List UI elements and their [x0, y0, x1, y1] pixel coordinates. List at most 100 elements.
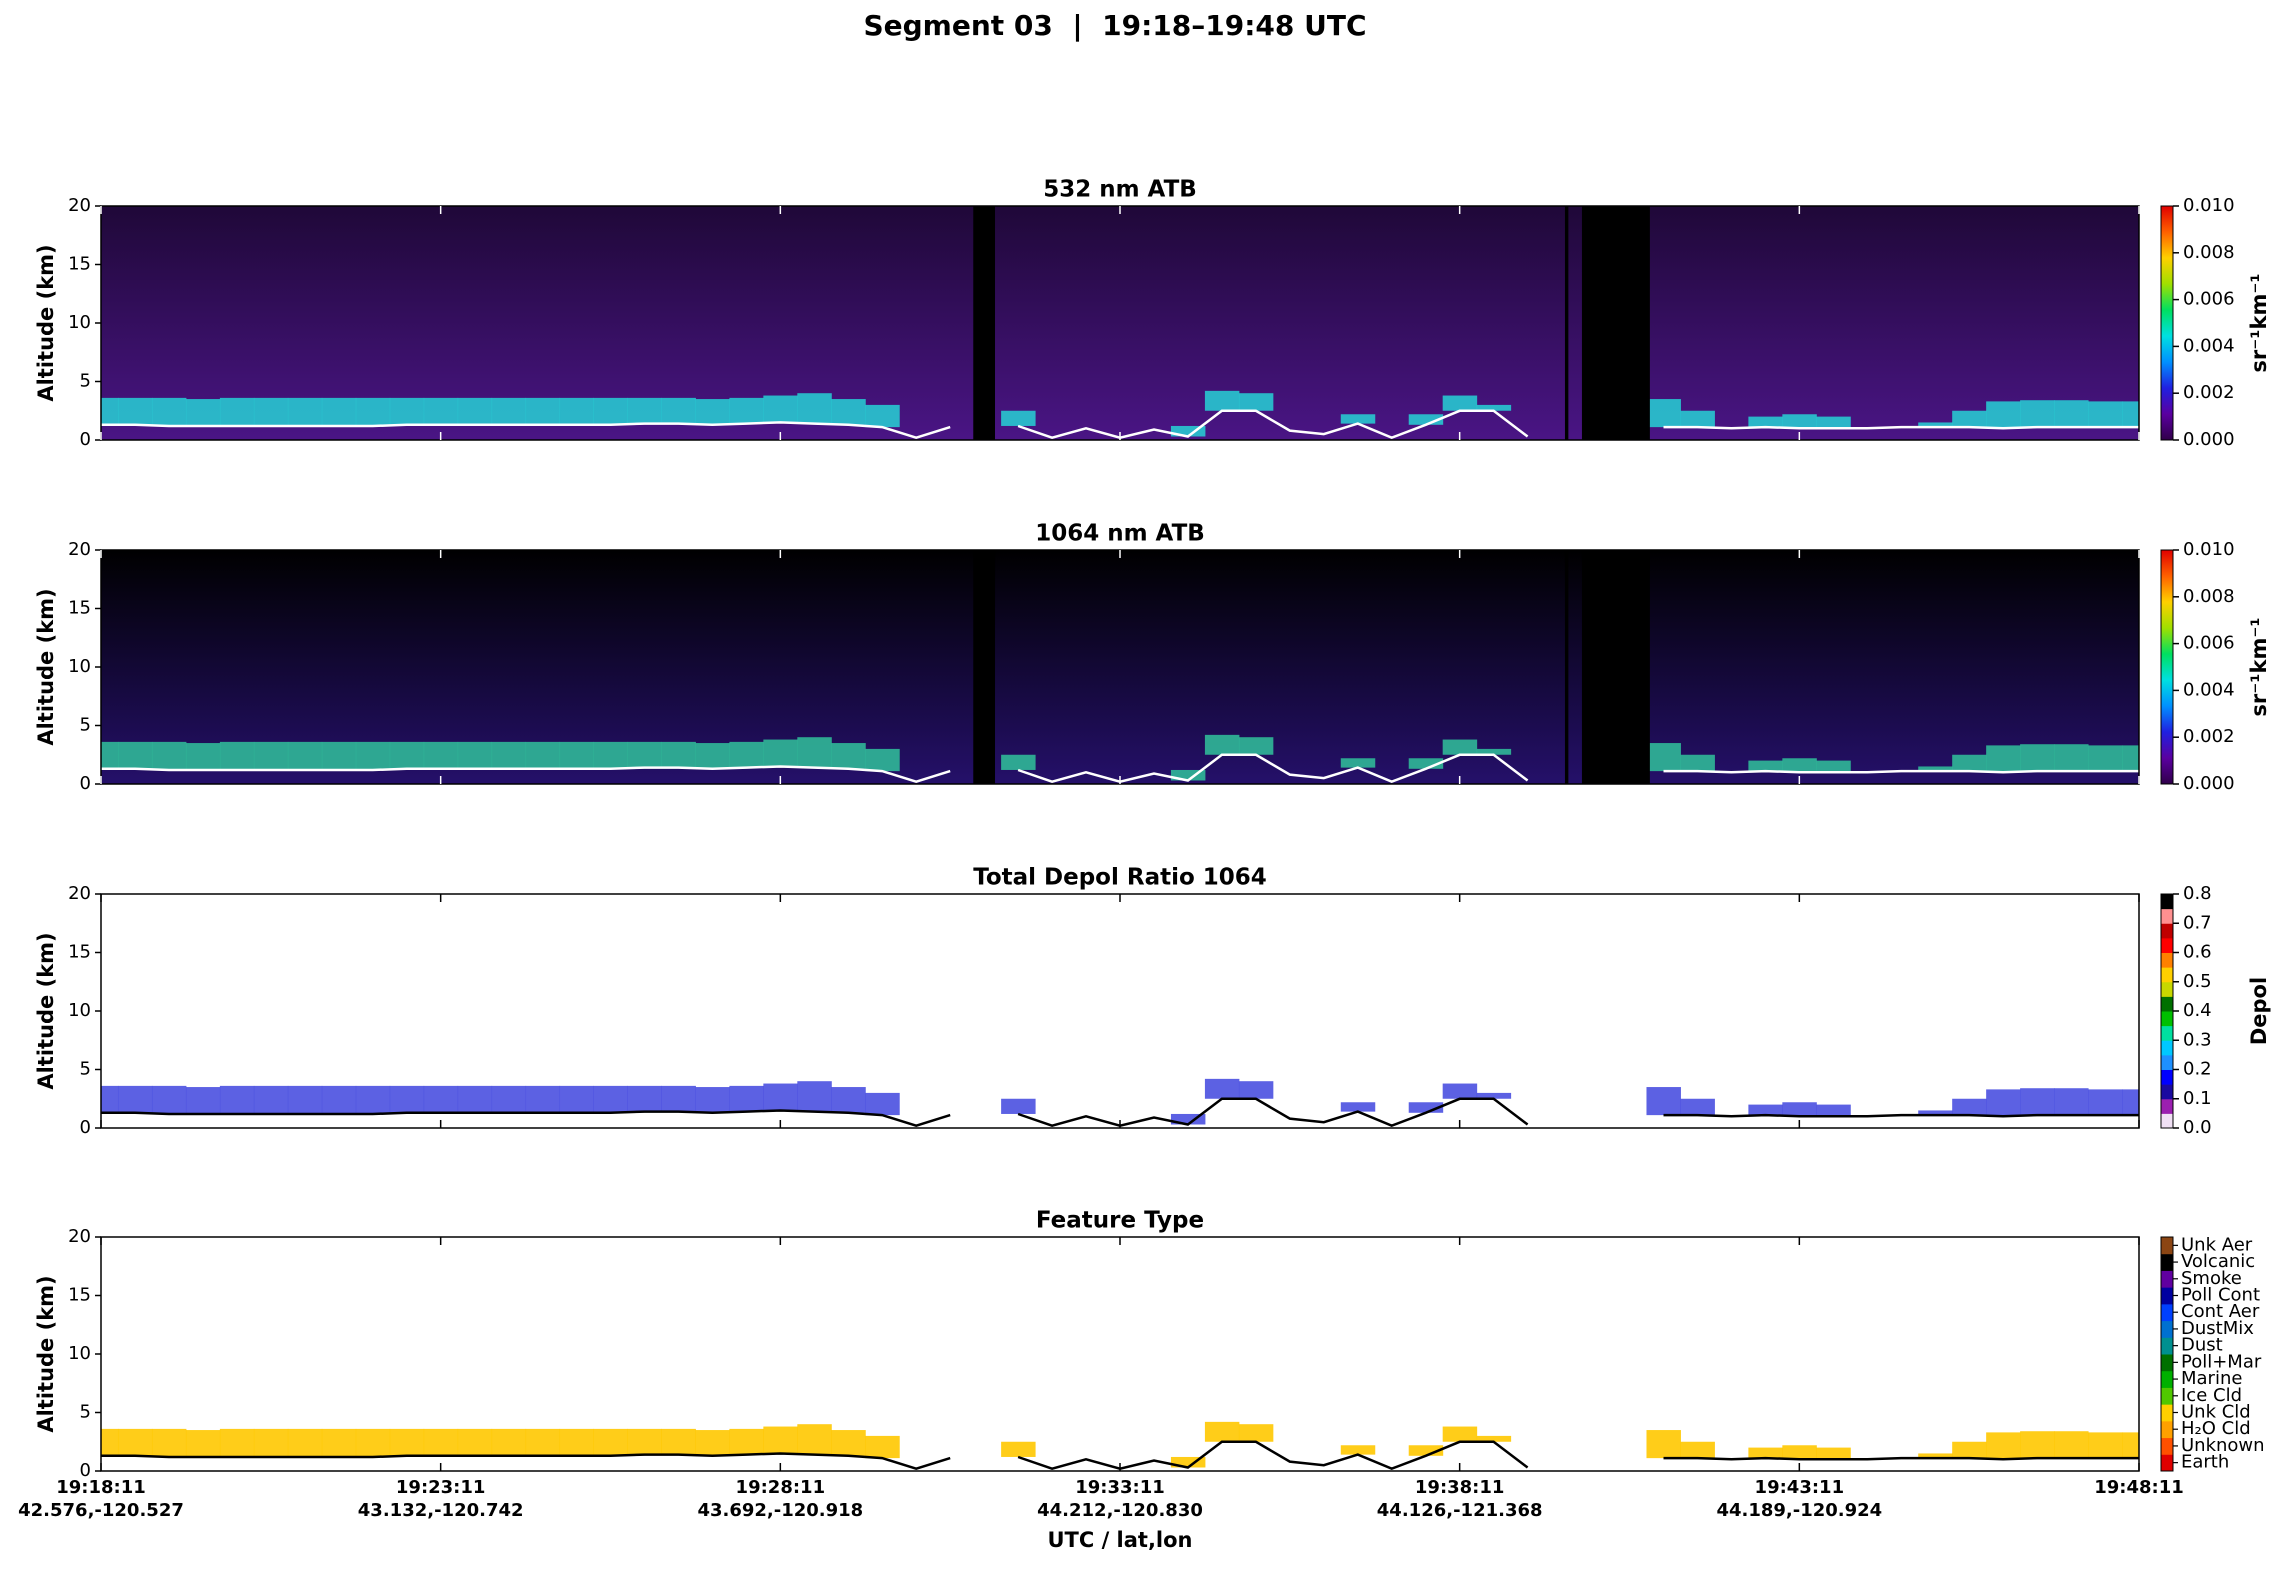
- aerosol-layer: [831, 399, 866, 425]
- aerosol-layer: [797, 1424, 832, 1455]
- x-tick-location: 43.692,-120.918: [697, 1500, 863, 1521]
- colorbar-segment: [2161, 1370, 2173, 1388]
- aerosol-layer: [491, 397, 527, 425]
- colorbar-label: Depol: [2247, 977, 2271, 1045]
- colorbar-segment: [2161, 1404, 2173, 1422]
- aerosol-layer: [101, 741, 119, 769]
- aerosol-layer: [287, 1428, 323, 1457]
- y-tick-label: 15: [68, 254, 91, 275]
- aerosol-layer: [627, 397, 662, 424]
- aerosol-layer: [2122, 1432, 2139, 1459]
- aerosol-layer: [2054, 400, 2089, 428]
- aerosol-layer: [287, 741, 323, 770]
- colorbar-segment: [2161, 1437, 2173, 1455]
- colorbar-tick-label: 0.1: [2183, 1088, 2212, 1109]
- aerosol-layer: [355, 397, 391, 426]
- colorbar-segment: [2161, 1354, 2173, 1372]
- aerosol-layer: [1986, 1432, 2021, 1460]
- aerosol-layer: [1918, 1453, 1953, 1459]
- aerosol-layer: [185, 1087, 221, 1114]
- plot-area: [101, 206, 2139, 440]
- aerosol-layer: [1680, 754, 1715, 772]
- aerosol-layer: [831, 1430, 866, 1456]
- data-gap: [973, 550, 996, 784]
- aerosol-layer: [321, 1085, 357, 1114]
- colorbar-category: Unknown: [2181, 1435, 2265, 1456]
- colorbar-label: sr⁻¹km⁻¹: [2247, 273, 2271, 372]
- aerosol-layer: [457, 1085, 493, 1113]
- aerosol-layer: [1782, 758, 1817, 773]
- aerosol-layer: [661, 1428, 696, 1455]
- aerosol-layer: [2122, 1089, 2139, 1116]
- colorbar-segment: [2161, 1337, 2173, 1355]
- aerosol-layer: [151, 397, 187, 426]
- y-tick-label: 10: [68, 1343, 91, 1364]
- data-gap: [1581, 206, 1650, 440]
- panel: 0 5 10 15 20 Altitude (km) Total Depol Ratio 1…: [34, 865, 2271, 1139]
- colorbar-category: DustMix: [2181, 1318, 2254, 1339]
- aerosol-layer: [355, 741, 391, 770]
- aerosol-layer: [253, 741, 289, 770]
- aerosol-layer: [797, 393, 832, 424]
- aerosol-layer: [185, 743, 221, 770]
- aerosol-layer: [117, 741, 153, 769]
- colorbar-segment: [2161, 996, 2173, 1012]
- colorbar-frame: [2160, 1236, 2174, 1472]
- aerosol-layer: [491, 1428, 527, 1456]
- colorbar-category: Dust: [2181, 1335, 2223, 1356]
- figure-title: Segment 03 | 19:18–19:48 UTC: [863, 9, 1366, 42]
- y-tick-label: 20: [68, 883, 91, 904]
- aerosol-layer: [219, 741, 255, 770]
- aerosol-layer: [661, 1085, 696, 1112]
- aerosol-layer: [1476, 748, 1512, 755]
- aerosol-layer: [1986, 401, 2021, 429]
- panel: 0 5 10 15 20 Altitude (km) 1064 nm ATB 0.000 0.0…: [34, 521, 2271, 795]
- panel-title: 1064 nm ATB: [1035, 521, 1205, 547]
- aerosol-layer: [763, 739, 798, 767]
- aerosol-layer: [423, 1085, 459, 1113]
- y-tick-label: 20: [68, 539, 91, 560]
- aerosol-layer: [2088, 401, 2123, 428]
- surface-line: [101, 753, 2139, 784]
- aerosol-layer: [117, 397, 153, 425]
- aerosol-layer: [219, 397, 255, 426]
- colorbar-category: Ice Cld: [2181, 1385, 2242, 1406]
- colorbar-segment: [2161, 1420, 2173, 1439]
- x-tick-label: 19:33:11: [1075, 1477, 1165, 1498]
- colorbar-segment: [2161, 981, 2173, 997]
- aerosol-layer: [2088, 1432, 2123, 1459]
- y-tick-label: 0: [80, 429, 91, 450]
- aerosol-layer: [1408, 1102, 1444, 1113]
- aerosol-layer: [1816, 760, 1851, 773]
- aerosol-layer: [101, 397, 119, 425]
- aerosol-layer: [1204, 1078, 1240, 1099]
- aerosol-layer: [797, 1081, 832, 1112]
- aerosol-layer: [1476, 1435, 1512, 1442]
- y-tick-label: 15: [68, 1285, 91, 1306]
- colorbar-category: Smoke: [2181, 1268, 2242, 1289]
- y-tick-label: 20: [68, 195, 91, 216]
- y-tick-label: 10: [68, 312, 91, 333]
- aerosol-layer: [1340, 414, 1376, 424]
- aerosol-layer: [1782, 1445, 1817, 1460]
- aerosol-layer: [593, 397, 628, 425]
- y-tick-label: 20: [68, 1226, 91, 1247]
- aerosol-layer: [389, 1085, 425, 1113]
- aerosol-layer: [763, 1083, 798, 1111]
- aerosol-layer: [1001, 754, 1036, 770]
- aerosol-layer: [321, 1428, 357, 1457]
- colorbar-tick-label: 0.7: [2183, 912, 2212, 933]
- colorbar: [2161, 206, 2173, 440]
- aerosol-layer: [729, 397, 764, 424]
- x-tick-label: 19:48:11: [2094, 1477, 2184, 1498]
- colorbar-segment: [2161, 1303, 2173, 1322]
- aerosol-layer: [1238, 1081, 1274, 1099]
- aerosol-layer: [2088, 1089, 2123, 1116]
- aerosol-layer: [2122, 745, 2139, 772]
- aerosol-layer: [2054, 1431, 2089, 1459]
- colorbar-tick-label: 0.004: [2183, 679, 2235, 700]
- aerosol-layer: [729, 1428, 764, 1455]
- colorbar-tick-label: 0.004: [2183, 335, 2235, 356]
- aerosol-layer: [1646, 1430, 1681, 1459]
